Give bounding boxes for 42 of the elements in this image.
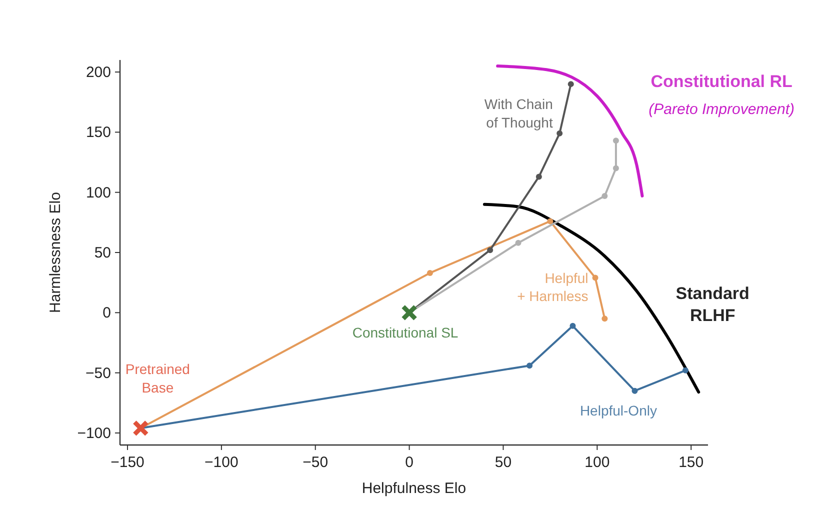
y-tick-label: 100 <box>86 184 111 202</box>
y-tick-label: −50 <box>86 364 111 382</box>
y-tick-label: 0 <box>102 304 111 322</box>
y-tick-label: 200 <box>86 64 111 82</box>
x-tick-label: −150 <box>110 454 144 471</box>
point <box>556 130 563 136</box>
x-tick-label: −100 <box>204 454 238 471</box>
y-axis-title: Harmlessness Elo <box>47 192 64 313</box>
x-tick-label: 50 <box>494 454 512 471</box>
point <box>526 362 533 369</box>
series-label: Standard RLHF <box>676 284 750 326</box>
x-tick-label: 100 <box>584 454 610 471</box>
x-tick-label: 150 <box>678 454 704 471</box>
point <box>570 322 576 329</box>
series-label: With Chain of Thought <box>484 96 553 130</box>
y-tick-label: 150 <box>86 124 111 142</box>
point <box>401 304 418 321</box>
point <box>536 174 542 180</box>
point <box>612 138 619 144</box>
point <box>132 420 149 436</box>
text: Constitutional RL <box>650 72 792 92</box>
y-tick-label: 50 <box>94 244 111 262</box>
point <box>426 270 433 276</box>
x-axis-title: Helpfulness Elo <box>362 480 466 497</box>
series-label: Constitutional SL <box>352 324 458 341</box>
point <box>632 388 638 394</box>
point <box>682 367 688 374</box>
x-tick-label: −50 <box>302 454 328 471</box>
point <box>515 240 522 246</box>
point <box>592 274 598 281</box>
point <box>568 81 574 88</box>
text: Pretrained Base <box>125 361 190 396</box>
point <box>612 165 619 172</box>
point <box>602 316 608 322</box>
series-label: Helpful + Harmless <box>517 270 588 304</box>
series-label: Helpful-Only <box>580 402 657 418</box>
y-tick-label: −100 <box>77 424 111 442</box>
x-tick-label: 0 <box>405 454 414 471</box>
annotation: (Pareto Improvement) <box>648 101 795 118</box>
point <box>487 247 494 254</box>
point <box>547 218 554 224</box>
point <box>602 192 608 199</box>
